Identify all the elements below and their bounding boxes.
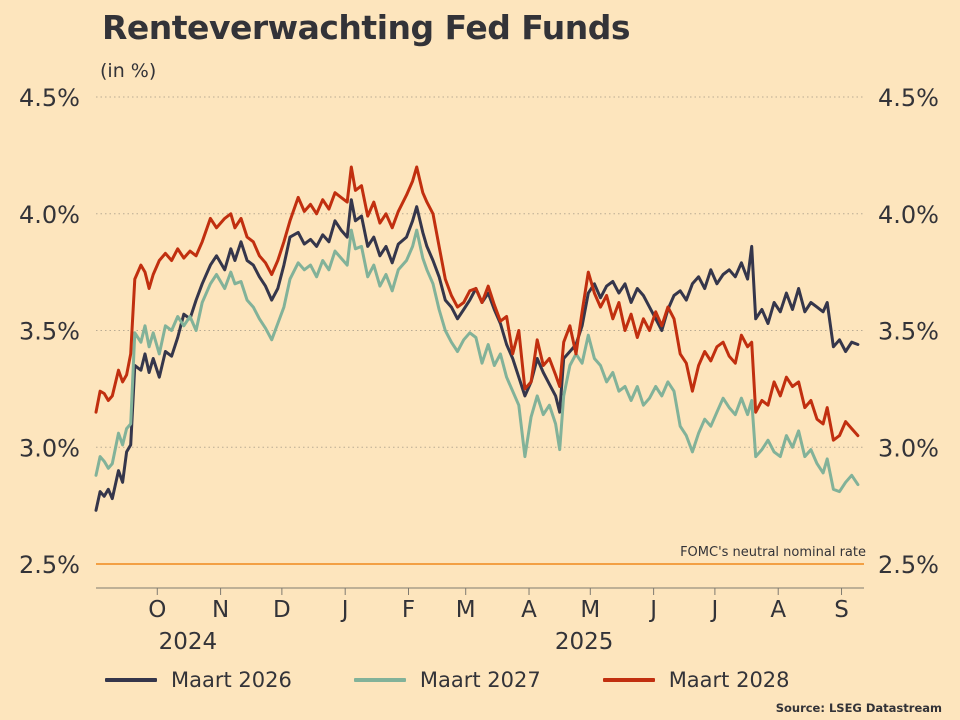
y-axis-left: 4.5% 4.0% 3.5% 3.0% 2.5% <box>19 84 80 579</box>
x-year-label: 2025 <box>555 629 614 655</box>
source-note: Source: LSEG Datastream <box>775 701 942 715</box>
legend-label: Maart 2027 <box>419 668 541 692</box>
y-tick-label-right: 3.0% <box>878 434 939 462</box>
legend-item: Maart 2028 <box>602 668 790 692</box>
y-tick-label-right: 3.5% <box>878 318 939 346</box>
legend-item: Maart 2027 <box>353 668 541 692</box>
x-tick-label: S <box>834 597 849 623</box>
y-tick-label-left: 4.5% <box>19 84 80 112</box>
series-line-maart-2028 <box>94 165 860 442</box>
reference-line-label: FOMC's neutral nominal rate <box>680 545 866 560</box>
legend-swatch <box>353 678 406 682</box>
y-tick-label-left: 2.5% <box>19 551 80 579</box>
legend-swatch <box>105 678 157 682</box>
chart-title: Renteverwachting Fed Funds <box>102 8 630 47</box>
series-lines <box>94 165 860 512</box>
y-tick-label-right: 4.0% <box>878 201 939 229</box>
chart-subtitle: (in %) <box>100 60 157 82</box>
x-tick-label: N <box>212 597 229 623</box>
y-tick-label-left: 3.5% <box>19 318 80 346</box>
legend: Maart 2026 Maart 2027 Maart 2028 <box>105 668 852 692</box>
x-tick-label: A <box>521 597 537 623</box>
x-tick-label: M <box>456 597 476 623</box>
series-line-maart-2026 <box>94 198 860 512</box>
series-line-maart-2027 <box>94 228 860 494</box>
y-tick-label-right: 2.5% <box>878 551 939 579</box>
x-tick-label: J <box>648 597 657 623</box>
x-year-label: 2024 <box>159 629 218 655</box>
y-tick-label-left: 3.0% <box>19 434 80 462</box>
legend-item: Maart 2026 <box>105 668 292 692</box>
y-tick-label-left: 4.0% <box>19 201 80 229</box>
x-tick-label: J <box>340 597 349 623</box>
x-tick-label: O <box>148 597 166 623</box>
legend-label: Maart 2028 <box>668 668 790 692</box>
x-tick-label: D <box>273 597 291 623</box>
x-tick-label: A <box>770 597 786 623</box>
y-tick-label-right: 4.5% <box>878 84 939 112</box>
x-tick-label: F <box>402 597 415 623</box>
x-tick-label: J <box>709 597 718 623</box>
x-tick-label: M <box>580 597 600 623</box>
legend-swatch <box>602 678 655 682</box>
reference-line-group: FOMC's neutral nominal rate <box>96 545 866 565</box>
x-axis: O N D J F M A M J J A S 2024 2025 <box>96 587 864 655</box>
gridlines <box>96 96 864 448</box>
y-axis-right: 4.5% 4.0% 3.5% 3.0% 2.5% <box>878 84 939 579</box>
legend-label: Maart 2026 <box>171 668 292 692</box>
